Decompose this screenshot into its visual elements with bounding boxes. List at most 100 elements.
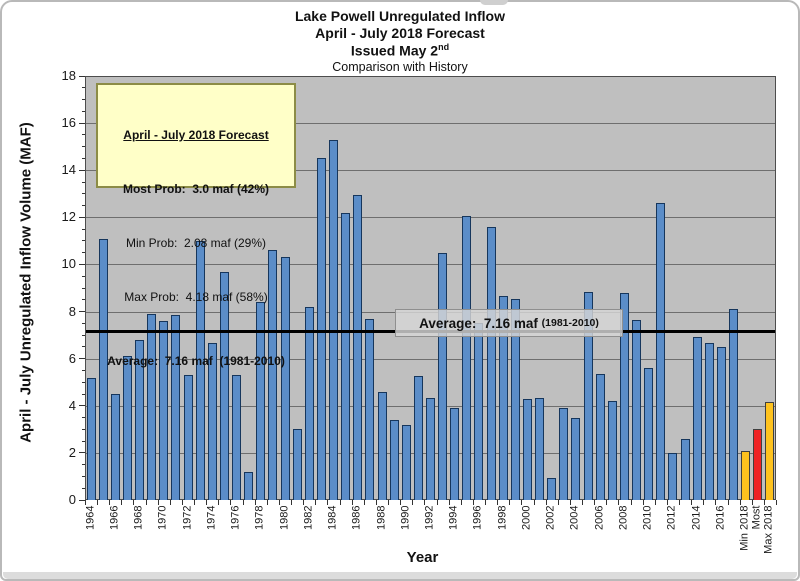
x-tick-2: [109, 500, 111, 505]
x-tick-label-1964: 1964: [84, 505, 97, 530]
bar-1965: [98, 239, 108, 500]
x-tick-43: [606, 500, 608, 505]
average-label-text: Average: 7.16 maf: [419, 315, 542, 331]
bar-2009: [632, 320, 642, 500]
bar-1999: [510, 299, 520, 500]
bar-1980: [280, 257, 290, 500]
x-tick-label-2016: 2016: [714, 505, 727, 530]
x-tick-13: [242, 500, 244, 505]
y-tick-15.5: [82, 134, 85, 136]
y-tick-8.5: [82, 299, 85, 301]
bar-2004: [571, 418, 581, 500]
x-tick-label-1994: 1994: [447, 505, 460, 530]
gridline-y-12: [86, 217, 775, 219]
x-tick-label-1968: 1968: [132, 505, 145, 530]
bar-2013: [680, 439, 690, 500]
bar-2007: [607, 401, 617, 500]
x-tick-41: [582, 500, 584, 505]
x-tick-31: [460, 500, 462, 505]
x-tick-1: [97, 500, 99, 505]
y-tick-label-18: 18: [61, 68, 76, 83]
x-tick-label-1992: 1992: [423, 505, 436, 530]
x-tick-0: [85, 500, 86, 505]
x-tick-label-2014: 2014: [690, 505, 703, 530]
title-line-3: Issued May 2nd: [0, 42, 800, 60]
bar-1993: [438, 253, 448, 500]
forecast-average-note: Average: 7.16 maf (1981-2010): [107, 354, 285, 368]
x-tick-label-2012: 2012: [665, 505, 678, 530]
bar-1989: [389, 420, 399, 500]
bar-1971: [171, 315, 181, 500]
average-line-label: Average: 7.16 maf (1981-2010): [395, 309, 623, 337]
y-tick-1.5: [82, 464, 85, 466]
x-tick-53: [727, 500, 729, 505]
frame-top-notch: [480, 0, 508, 5]
y-tick-3: [82, 428, 85, 430]
bar-2006: [595, 374, 605, 500]
bar-1991: [413, 376, 423, 500]
gridline-y-14: [86, 170, 775, 172]
y-tick-17.5: [82, 87, 85, 89]
x-tick-32: [472, 500, 474, 505]
x-tick-label-1974: 1974: [205, 505, 218, 530]
x-tick-29: [436, 500, 438, 505]
x-tick-35: [509, 500, 511, 505]
bar-2017: [729, 309, 739, 500]
x-tick-label-1982: 1982: [302, 505, 315, 530]
bar-1976: [232, 375, 242, 500]
y-tick-6.5: [82, 346, 85, 348]
bar-2005: [583, 292, 593, 500]
bar-1977: [244, 472, 254, 500]
bar-1992: [426, 398, 435, 500]
x-tick-label-2000: 2000: [520, 505, 533, 530]
bar-1998: [498, 296, 508, 500]
forecast-info-box: April - July 2018 Forecast Most Prob: 3.…: [96, 83, 296, 368]
y-tick-13.5: [82, 181, 85, 183]
x-tick-label-1986: 1986: [350, 505, 363, 530]
x-tick-label-1976: 1976: [229, 505, 242, 530]
forecast-most-prob: Most Prob: 3.0 maf (42%): [122, 182, 270, 196]
x-tick-label-1984: 1984: [326, 505, 339, 530]
bar-1972: [183, 375, 193, 500]
x-tick-label-1996: 1996: [471, 505, 484, 530]
x-tick-9: [194, 500, 196, 505]
bar-1996: [474, 323, 484, 500]
y-tick-10.5: [82, 252, 85, 254]
bar-1964: [86, 378, 96, 500]
x-tick-7: [169, 500, 171, 505]
x-tick-52: [715, 500, 717, 505]
bar-1990: [401, 425, 411, 500]
y-tick-12.5: [82, 205, 85, 207]
x-tick-5: [145, 500, 147, 505]
x-tick-label-1988: 1988: [375, 505, 387, 530]
y-tick-14: [79, 169, 85, 171]
y-tick-11.5: [82, 228, 85, 230]
gridline-y-16: [86, 123, 775, 125]
bar-1994: [450, 408, 460, 500]
x-tick-44: [618, 500, 620, 505]
x-tick-4: [133, 500, 135, 505]
y-tick-15: [82, 146, 85, 148]
bar-1966: [110, 394, 120, 500]
x-tick-10: [206, 500, 208, 505]
frame-bottom-strip: [3, 572, 797, 579]
y-tick-2.5: [82, 440, 85, 442]
y-tick-2: [79, 452, 85, 454]
x-tick-label-max-2018: Max 2018: [762, 505, 775, 554]
y-tick-1: [82, 475, 85, 477]
bar-2003: [559, 408, 569, 500]
bar-1985: [341, 213, 351, 500]
x-tick-label-1998: 1998: [496, 505, 509, 530]
bar-2000: [522, 399, 532, 500]
y-tick-label-10: 10: [61, 256, 76, 272]
x-tick-label-1978: 1978: [253, 505, 266, 530]
bar-1975: [219, 272, 229, 500]
x-tick-24: [375, 500, 377, 505]
y-tick-0.5: [82, 487, 85, 489]
x-tick-label-2010: 2010: [641, 505, 654, 530]
x-tick-34: [497, 500, 499, 505]
title-line-1: Lake Powell Unregulated Inflow: [294, 8, 506, 24]
y-tick-8: [79, 311, 85, 313]
x-tick-54: [739, 500, 741, 505]
